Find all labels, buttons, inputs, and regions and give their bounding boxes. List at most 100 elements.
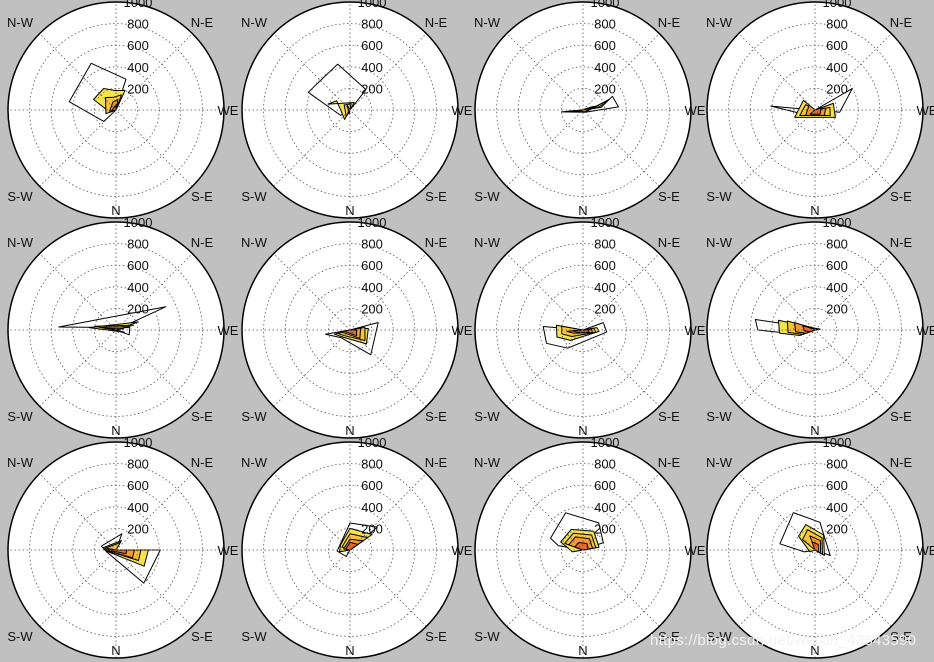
r-tick-label: 200	[826, 301, 848, 316]
dir-label-ne: N-E	[658, 235, 681, 250]
contour-fills	[58, 306, 167, 336]
polar-grid	[475, 442, 691, 658]
grid-spoke-135	[273, 253, 427, 407]
dir-label-bottom: N	[111, 423, 120, 438]
contour-fills	[542, 322, 608, 349]
polar-grid	[475, 2, 691, 218]
grid-ring-200	[561, 528, 606, 573]
r-tick-labels: 200 400 600 800 1000	[823, 215, 852, 316]
grid-spoke-135	[506, 473, 660, 627]
dir-label-bottom: N	[111, 203, 120, 218]
grid-ring-800	[263, 23, 437, 197]
grid-spoke-135	[39, 33, 193, 187]
grid-spoke-135	[738, 473, 892, 627]
dir-label-right: WE	[218, 323, 239, 338]
r-tick-label: 600	[826, 478, 848, 493]
dir-label-bottom: N	[578, 423, 587, 438]
grid-ring-200	[327, 528, 372, 573]
r-tick-label: 600	[361, 258, 383, 273]
dir-label-ne: N-E	[890, 235, 913, 250]
grid-ring-800	[728, 463, 902, 637]
grid-ring-200	[94, 88, 139, 133]
plot-border	[706, 1, 924, 219]
r-tick-label: 400	[127, 60, 149, 75]
r-tick-label: 400	[826, 280, 848, 295]
grid-ring-800	[263, 463, 437, 637]
dir-label-ne: N-E	[425, 235, 448, 250]
grid-ring-800	[496, 23, 670, 197]
dir-label-right: WE	[685, 103, 706, 118]
grid-spoke-135	[738, 253, 892, 407]
polar-plot-r1c2: 200 400 600 800 1000 N-W N-E S-W S-E N WE	[241, 0, 473, 219]
r-tick-label: 200	[826, 81, 848, 96]
r-tick-label: 200	[594, 81, 616, 96]
plot-border	[706, 441, 924, 659]
dir-label-ne: N-E	[191, 455, 214, 470]
polar-plot-r3c1: 200 400 600 800 1000 N-W N-E S-W S-E N WE	[7, 435, 239, 659]
dir-label-ne: N-E	[658, 455, 681, 470]
direction-labels: N-W N-E S-W S-E N WE	[7, 15, 239, 218]
plot-border	[474, 221, 692, 439]
r-tick-labels: 200 400 600 800 1000	[591, 215, 620, 316]
dir-label-se: S-E	[658, 189, 680, 204]
dir-label-right: WE	[917, 103, 934, 118]
contour-fills	[754, 319, 821, 336]
r-tick-label: 200	[594, 521, 616, 536]
polar-grid	[8, 442, 224, 658]
r-tick-labels: 200 400 600 800 1000	[124, 435, 153, 536]
direction-labels: N-W N-E S-W S-E N WE	[706, 235, 934, 438]
direction-labels: N-W N-E S-W S-E N WE	[706, 455, 934, 658]
plot-border	[706, 221, 924, 439]
dir-label-nw: N-W	[706, 235, 733, 250]
r-tick-label: 800	[127, 457, 149, 472]
grid-spoke-135	[39, 253, 193, 407]
polar-plot-r2c2: 200 400 600 800 1000 N-W N-E S-W S-E N WE	[241, 215, 473, 439]
grid-ring-800	[728, 243, 902, 417]
r-tick-label: 400	[826, 500, 848, 515]
dir-label-ne: N-E	[890, 455, 913, 470]
dir-label-right: WE	[685, 323, 706, 338]
polar-grid	[707, 442, 923, 658]
direction-labels: N-W N-E S-W S-E N WE	[474, 235, 706, 438]
polar-grid	[8, 222, 224, 438]
r-tick-label: 1000	[823, 215, 852, 230]
dir-label-se: S-E	[425, 409, 447, 424]
direction-labels: N-W N-E S-W S-E N WE	[474, 455, 706, 658]
plot-border	[474, 1, 692, 219]
grid-ring-800	[29, 23, 203, 197]
dir-label-se: S-E	[191, 189, 213, 204]
r-tick-label: 1000	[124, 0, 153, 10]
contour-level-5	[579, 107, 592, 112]
contour-fills	[770, 87, 853, 118]
watermark: https://blog.csdn.net/weixin_43843590	[650, 632, 917, 649]
r-tick-label: 600	[826, 258, 848, 273]
r-tick-label: 400	[594, 60, 616, 75]
dir-label-se: S-E	[425, 629, 447, 644]
dir-label-se: S-E	[890, 409, 912, 424]
dir-label-nw: N-W	[7, 455, 34, 470]
r-tick-label: 200	[127, 81, 149, 96]
grid-spoke-135	[738, 33, 892, 187]
plot-border	[7, 441, 225, 659]
r-tick-labels: 200 400 600 800 1000	[124, 215, 153, 316]
dir-label-right: WE	[685, 543, 706, 558]
polar-plot-r3c3: 200 400 600 800 1000 N-W N-E S-W S-E N WE	[474, 435, 706, 659]
dir-label-right: WE	[452, 323, 473, 338]
r-tick-label: 800	[361, 237, 383, 252]
dir-label-sw: S-W	[7, 409, 33, 424]
dir-label-nw: N-W	[241, 15, 268, 30]
grid-ring-200	[793, 307, 838, 352]
grid-spoke-135	[506, 253, 660, 407]
r-tick-label: 200	[361, 81, 383, 96]
grid-ring-200	[94, 307, 139, 352]
r-tick-label: 800	[361, 17, 383, 32]
r-tick-label: 400	[361, 500, 383, 515]
plot-border	[241, 1, 459, 219]
dir-label-nw: N-W	[241, 235, 268, 250]
r-tick-label: 400	[594, 280, 616, 295]
r-tick-label: 400	[127, 280, 149, 295]
r-tick-label: 200	[826, 521, 848, 536]
contour-fills	[100, 533, 161, 584]
dir-label-nw: N-W	[7, 235, 34, 250]
contour-fills	[336, 522, 378, 557]
